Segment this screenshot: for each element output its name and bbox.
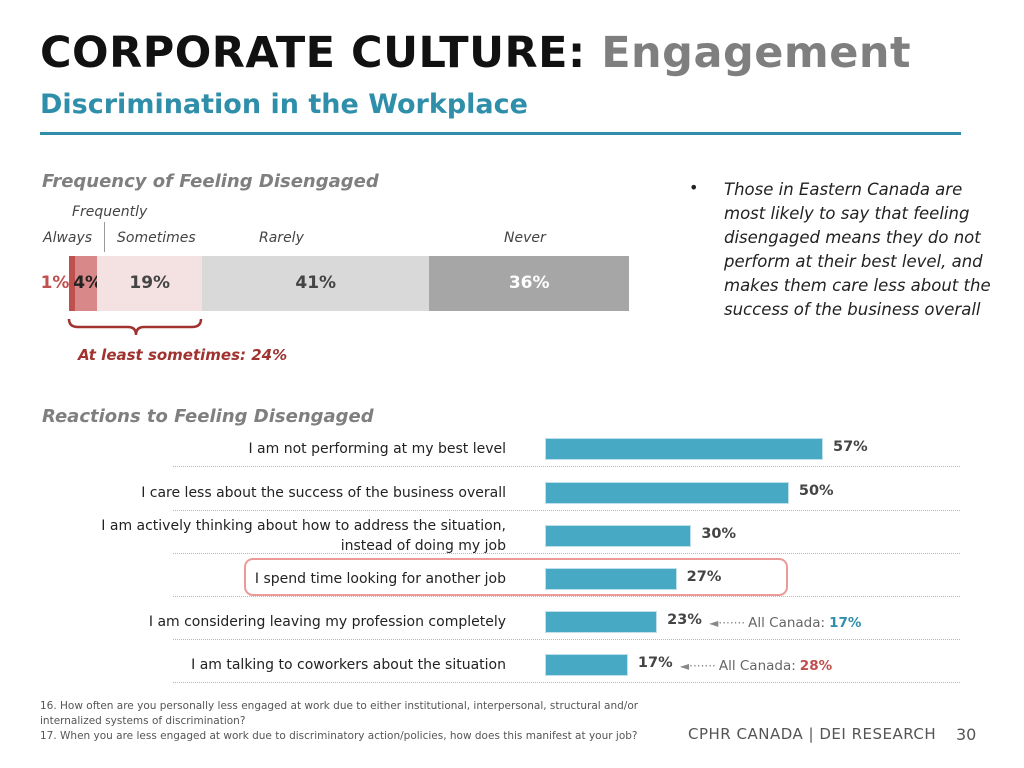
reaction-label: I spend time looking for another job — [60, 569, 506, 589]
freq-segment-frequently — [69, 256, 75, 311]
reaction-row-separator — [173, 639, 960, 640]
reactions-bar-chart: I am not performing at my best level 57% I… — [60, 437, 960, 683]
page-number: 30 — [956, 725, 977, 744]
highlight-box — [244, 558, 788, 596]
bullet-icon: • — [689, 178, 699, 197]
reaction-label: I am not performing at my best level — [60, 439, 506, 459]
label-frequently: Frequently — [72, 204, 148, 220]
freq-segment-sometimes — [96, 256, 203, 311]
label-divider — [104, 222, 105, 252]
title-accent: Engagement — [601, 28, 912, 78]
freq-segment-never — [429, 256, 629, 311]
label-sometimes: Sometimes — [117, 230, 196, 246]
reaction-value-label: 17% — [637, 654, 673, 671]
reaction-value-label: 27% — [686, 568, 722, 585]
comparison-label: All Canada: — [718, 657, 796, 674]
reaction-bar — [545, 653, 628, 676]
label-always: Always — [43, 230, 93, 246]
freq-segment-always — [74, 256, 97, 311]
reaction-bar — [545, 437, 823, 460]
reaction-row-separator — [173, 682, 960, 683]
reactions-section-title: Reactions to Feeling Disengaged — [42, 406, 374, 427]
footnote: 16. How often are you personally less en… — [40, 699, 640, 744]
summary-label: At least sometimes: 24% — [78, 346, 288, 364]
freq-value-label: 4% — [73, 273, 103, 293]
reaction-label: I am actively thinking about how to addr… — [60, 516, 506, 556]
reaction-bar — [545, 610, 658, 633]
comparison-value: 28% — [799, 657, 833, 674]
comparison-label: All Canada: — [748, 614, 826, 631]
freq-value-label: 19% — [129, 273, 171, 293]
footnote-line-2: 17. When you are less engaged at work du… — [40, 730, 638, 742]
reaction-label-line: I am talking to coworkers about the situ… — [191, 656, 506, 673]
reaction-value-label: 57% — [833, 438, 868, 455]
reaction-label: I am considering leaving my profession c… — [60, 612, 506, 632]
footer-brand: CPHR CANADA | DEI RESEARCH — [688, 725, 937, 743]
reaction-row-separator — [173, 553, 960, 554]
reaction-bar — [545, 567, 677, 590]
freq-value-label: 1% — [40, 273, 70, 293]
reaction-label: I am talking to coworkers about the situ… — [60, 655, 506, 675]
page-title: CORPORATE CULTURE: Engagement — [40, 28, 911, 78]
freq-value-label: 36% — [508, 273, 550, 293]
reaction-value-label: 30% — [701, 525, 737, 542]
page-subtitle: Discrimination in the Workplace — [40, 89, 528, 120]
reaction-label-line: I spend time looking for another job — [254, 570, 506, 587]
frequency-stacked-bar: 1% 4% 19% 41% 36% — [0, 0, 1024, 320]
summary-brace — [67, 318, 203, 336]
reaction-value-label: 23% — [667, 611, 702, 628]
bullet-text: Those in Eastern Canada are most likely … — [724, 180, 991, 319]
all-canada-comparison: ◄······· All Canada: 17% — [709, 612, 861, 631]
comparison-value: 17% — [829, 614, 862, 631]
header-divider — [40, 132, 961, 135]
label-rarely: Rarely — [259, 230, 304, 246]
comparison-arrow-icon: ◄······· — [709, 615, 746, 630]
footnote-line-1: 16. How often are you personally less en… — [40, 700, 639, 727]
freq-segment-rarely — [202, 256, 430, 311]
title-main: CORPORATE CULTURE: — [40, 28, 586, 78]
reaction-label-line: I am not performing at my best level — [248, 440, 506, 457]
reaction-bar — [545, 524, 692, 547]
reaction-label-line: instead of doing my job — [340, 537, 506, 554]
reaction-label-line: I am considering leaving my profession c… — [148, 613, 506, 630]
reaction-label-line: I am actively thinking about how to addr… — [101, 517, 506, 534]
reaction-row-separator — [173, 510, 960, 511]
frequency-section-title: Frequency of Feeling Disengaged — [42, 171, 379, 192]
reaction-row-separator — [173, 466, 960, 467]
reaction-label-line: I care less about the success of the bus… — [141, 484, 506, 501]
reaction-row-separator — [173, 596, 960, 597]
reaction-bar — [545, 481, 789, 504]
comparison-arrow-icon: ◄······· — [679, 658, 716, 673]
all-canada-comparison: ◄······· All Canada: 28% — [680, 655, 832, 674]
freq-value-label: 41% — [295, 273, 337, 293]
label-never: Never — [504, 230, 546, 246]
reaction-label: I care less about the success of the bus… — [60, 483, 506, 503]
reaction-value-label: 50% — [798, 482, 834, 499]
